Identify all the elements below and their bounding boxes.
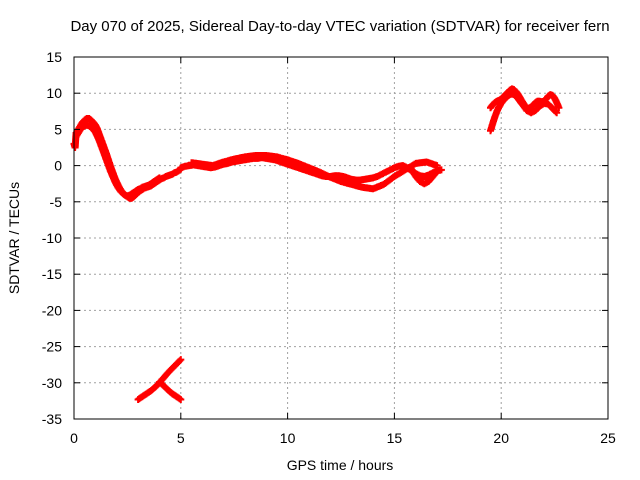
data-point bbox=[173, 360, 180, 368]
data-point bbox=[87, 116, 95, 124]
data-point bbox=[433, 167, 441, 175]
x-tick-label: 5 bbox=[177, 430, 185, 446]
data-point bbox=[553, 109, 561, 117]
data-point bbox=[177, 396, 185, 403]
y-tick-label: 15 bbox=[46, 49, 62, 65]
y-tick-label: -35 bbox=[42, 411, 62, 427]
data-point bbox=[532, 106, 540, 113]
data-point bbox=[510, 86, 518, 94]
data-point bbox=[79, 118, 86, 126]
y-tick-label: -30 bbox=[42, 375, 62, 391]
data-point bbox=[174, 359, 182, 367]
data-point bbox=[169, 363, 177, 371]
data-point bbox=[177, 356, 185, 364]
data-point bbox=[534, 104, 541, 112]
y-tick-label: -10 bbox=[42, 230, 62, 246]
y-tick-label: 0 bbox=[54, 158, 62, 174]
data-point bbox=[529, 101, 537, 109]
data-point bbox=[504, 89, 512, 96]
x-tick-label: 0 bbox=[70, 430, 78, 446]
y-tick-label: -25 bbox=[42, 339, 62, 355]
data-point bbox=[76, 125, 84, 133]
data-point bbox=[152, 382, 160, 390]
data-point bbox=[117, 188, 125, 196]
x-tick-label: 10 bbox=[280, 430, 296, 446]
data-point bbox=[530, 100, 538, 108]
chart-title: Day 070 of 2025, Sidereal Day-to-day VTE… bbox=[70, 18, 609, 35]
data-point bbox=[433, 162, 441, 170]
y-axis-label: SDTVAR / TECUs bbox=[6, 182, 22, 294]
data-point bbox=[437, 166, 445, 174]
data-point bbox=[87, 123, 95, 131]
data-point bbox=[80, 117, 88, 125]
data-point bbox=[155, 174, 163, 182]
data-point bbox=[546, 102, 554, 110]
data-point bbox=[160, 382, 168, 390]
y-tick-label: -15 bbox=[42, 266, 62, 282]
data-point bbox=[490, 100, 498, 108]
x-tick-label: 20 bbox=[493, 430, 509, 446]
data-point bbox=[550, 106, 557, 113]
data-point bbox=[176, 357, 184, 365]
y-tick-label: 5 bbox=[54, 121, 62, 137]
data-points bbox=[70, 85, 563, 403]
y-tick-label: -5 bbox=[50, 194, 63, 210]
data-point bbox=[500, 95, 508, 103]
x-axis-label: GPS time / hours bbox=[287, 457, 394, 473]
data-point bbox=[547, 103, 555, 111]
data-point bbox=[527, 103, 535, 111]
data-point bbox=[511, 87, 519, 95]
data-point bbox=[164, 369, 172, 377]
x-tick-label: 15 bbox=[387, 430, 403, 446]
y-tick-label: 10 bbox=[46, 85, 62, 101]
x-tick-label: 25 bbox=[600, 430, 616, 446]
axis-ticks: 0 5 10 15 20 25 15 10 5 0 -5 -10 -15 -20 -25 -30 -35 bbox=[42, 49, 616, 446]
data-point bbox=[503, 93, 510, 101]
data-point bbox=[167, 365, 175, 373]
y-tick-label: -20 bbox=[42, 302, 62, 318]
data-point bbox=[551, 107, 559, 115]
data-point bbox=[162, 384, 170, 392]
data-point bbox=[153, 381, 161, 389]
data-point bbox=[130, 193, 138, 201]
data-point bbox=[166, 367, 174, 374]
data-point bbox=[555, 104, 563, 112]
